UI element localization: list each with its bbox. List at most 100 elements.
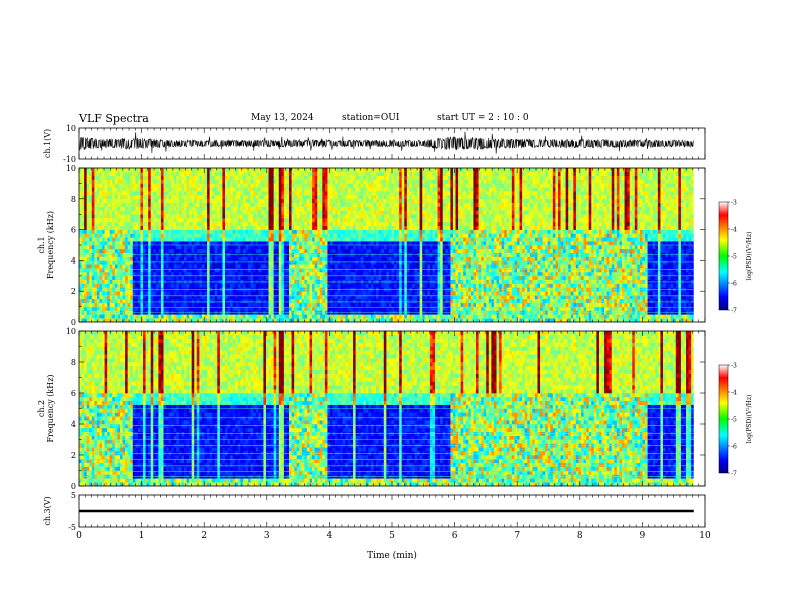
ch1-spectrogram-cell <box>358 221 362 227</box>
ch1-spectrogram-cell <box>273 264 277 269</box>
ch1-spectrogram-cell <box>194 221 198 227</box>
ch1-spectrogram-cell <box>319 233 323 238</box>
ch1-spectrogram-cell <box>214 237 218 242</box>
ch1-spectrogram-cell <box>153 298 157 304</box>
ch1-spectrogram-cell <box>268 218 272 223</box>
ch1-spectrogram-cell <box>355 198 359 203</box>
ch1-spectrogram-cell <box>245 206 249 211</box>
ch1-spectrogram-cell <box>143 179 146 184</box>
ch1-spectrogram-cell <box>278 302 282 307</box>
ch1-spectrogram-cell <box>81 194 85 200</box>
ch1-spectrogram-cell <box>260 191 264 196</box>
ch1-spectrogram-cell <box>360 171 364 176</box>
ch1-spectrogram-cell <box>255 271 259 277</box>
ch1-spectrogram-cell <box>330 175 333 180</box>
ch1-spectrogram-cell <box>168 233 172 238</box>
ch1-spectrogram-cell <box>117 256 121 261</box>
ch1-spectrogram-cell <box>314 206 318 211</box>
ch1-spectrogram-cell <box>363 291 367 296</box>
ch1-spectrogram-cell <box>296 245 300 250</box>
ch1-spectrogram-cell <box>119 214 123 219</box>
ch1-spectrogram-cell <box>304 175 308 180</box>
ch1-spectrogram-cell <box>383 260 387 265</box>
ch1-spectrogram-cell <box>102 256 105 261</box>
ch1-spectrogram-cell <box>209 291 213 296</box>
ch1-spectrogram-cell <box>219 175 223 180</box>
ch1-spectrogram-cell <box>199 218 203 223</box>
ch1-spectrogram-cell <box>143 260 146 265</box>
ch1-spectrogram-cell <box>373 225 377 230</box>
ch1-spectrogram-cell <box>122 237 126 242</box>
ch1-spectrogram-cell <box>373 245 377 250</box>
ch1-spectrogram-cell <box>263 298 267 304</box>
ch1-spectrogram-cell <box>250 221 254 227</box>
ch1-spectrogram-cell <box>207 298 210 304</box>
ch1-spectrogram-cell <box>332 275 336 280</box>
ch1-spectrogram-cell <box>265 248 269 253</box>
ch1-spectrogram-cell <box>283 225 287 230</box>
ch1-spectrogram-cell <box>117 248 121 253</box>
ch1-spectrogram-cell <box>89 218 93 223</box>
ch1-spectrogram-cell <box>137 171 141 176</box>
ch1-spectrogram-cell <box>186 268 190 273</box>
ch1-spectrogram-cell <box>153 218 157 223</box>
ch1-spectrogram-cell <box>168 194 172 200</box>
ch1-spectrogram-cell <box>196 183 200 188</box>
ch1-spectrogram-cell <box>117 187 121 192</box>
ch1-spectrogram-cell <box>79 183 82 188</box>
ch1-spectrogram-cell <box>312 191 315 196</box>
ch1-spectrogram-cell <box>245 218 249 223</box>
ch1-spectrogram-cell <box>365 245 369 250</box>
ch1-spectrogram-cell <box>163 210 167 215</box>
ch1-spectrogram-cell <box>371 241 374 246</box>
ch1-spectrogram-cell <box>330 248 333 253</box>
ch1-spectrogram-cell <box>186 264 190 269</box>
ch1-spectrogram-cell <box>350 248 354 253</box>
ch1-spectrogram-cell <box>278 283 282 288</box>
ch1-spectrogram-cell <box>299 302 303 307</box>
ch1-spectrogram-cell <box>350 221 354 227</box>
ch1-spectrogram-cell <box>322 221 326 227</box>
ch1-spectrogram-cell <box>330 179 333 184</box>
ch1-spectrogram-cell <box>365 298 369 304</box>
ch1-spectrogram-cell <box>289 302 292 307</box>
ch1-spectrogram-cell <box>158 260 162 265</box>
ch1-spectrogram-cell <box>155 314 159 319</box>
ch1-spectrogram-cell <box>309 175 313 180</box>
ch1-spectrogram-cell <box>153 275 157 280</box>
ch1-spectrogram-cell <box>176 168 180 173</box>
ch1-spectrogram-cell <box>345 198 349 203</box>
ch1-spectrogram-cell <box>117 171 121 176</box>
ch1-spectrogram-cell <box>181 260 185 265</box>
ch1-spectrogram-cell <box>253 229 257 234</box>
ch1-spectrogram-cell <box>158 256 162 261</box>
ch1-spectrogram-cell <box>327 302 331 307</box>
ch1-spectrogram-cell <box>94 218 98 223</box>
ch1-spectrogram-cell <box>209 314 213 319</box>
ch1-spectrogram-cell <box>204 283 208 288</box>
ch1-spectrogram-cell <box>235 191 239 196</box>
ch1-spectrogram-cell <box>240 191 244 196</box>
ch1-spectrogram-cell <box>84 233 87 238</box>
ch1-spectrogram-cell <box>217 283 221 288</box>
ch1-spectrogram-cell <box>209 264 213 269</box>
ch1-spectrogram-cell <box>143 233 146 238</box>
ch1-spectrogram-cell <box>176 171 180 176</box>
ch1-spectrogram-cell <box>132 237 136 242</box>
ch1-spectrogram-cell <box>319 202 323 207</box>
ch1-spectrogram-cell <box>107 237 111 242</box>
ch1-spectrogram-cell <box>294 187 298 192</box>
ch1-spectrogram-cell <box>196 175 200 180</box>
ch1-spectrogram-cell <box>327 179 331 184</box>
ch1-spectrogram-cell <box>230 252 233 257</box>
ch1-spectrogram-cell <box>201 268 205 273</box>
ch1-spectrogram-cell <box>260 302 264 307</box>
ch1-spectrogram-cell <box>342 168 346 173</box>
ch1-spectrogram-cell <box>150 283 154 288</box>
ch1-spectrogram-cell <box>337 241 341 246</box>
ch1-spectrogram-cell <box>143 214 146 219</box>
ch1-spectrogram-cell <box>212 210 216 215</box>
ch1-spectrogram-cell <box>107 233 111 238</box>
ch1-spectrogram-cell <box>335 260 338 265</box>
ch1-spectrogram-cell <box>296 233 300 238</box>
